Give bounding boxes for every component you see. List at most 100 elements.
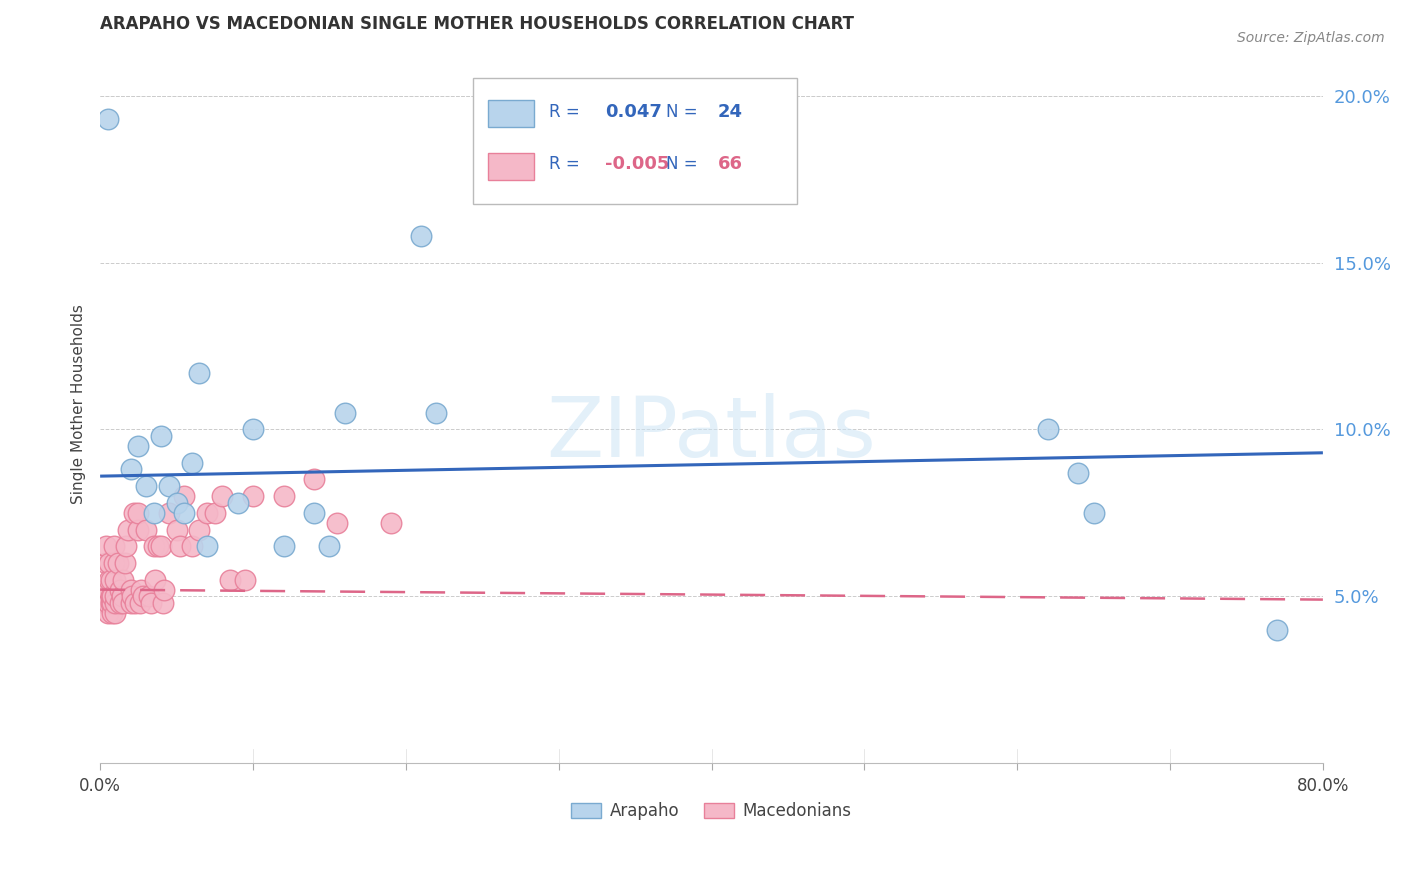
Point [127, 506, 149, 520]
Point [114, 556, 136, 570]
Point [97, 606, 120, 620]
Point [180, 456, 202, 470]
Point [242, 489, 264, 503]
Point [103, 539, 125, 553]
Point [101, 606, 124, 620]
Point [110, 589, 132, 603]
Text: R =: R = [548, 103, 585, 120]
Point [204, 506, 226, 520]
Point [96, 556, 118, 570]
Point [128, 596, 150, 610]
Point [143, 573, 166, 587]
Point [425, 406, 447, 420]
Text: Source: ZipAtlas.com: Source: ZipAtlas.com [1237, 31, 1385, 45]
Point [150, 539, 173, 553]
Point [96, 539, 118, 553]
Point [226, 496, 249, 510]
Point [273, 539, 295, 553]
Point [132, 589, 155, 603]
Point [166, 496, 188, 510]
Point [157, 506, 180, 520]
Y-axis label: Single Mother Households: Single Mother Households [72, 304, 86, 504]
Point [98, 556, 121, 570]
Point [326, 516, 349, 530]
Text: 66: 66 [717, 155, 742, 173]
Point [153, 582, 176, 597]
Point [115, 539, 138, 553]
Point [333, 406, 356, 420]
Point [117, 523, 139, 537]
Point [139, 596, 162, 610]
Point [173, 506, 195, 520]
Point [173, 489, 195, 503]
Point [108, 582, 131, 597]
Point [169, 539, 191, 553]
Point [97, 596, 120, 610]
Point [104, 606, 127, 620]
Point [98, 573, 121, 587]
FancyBboxPatch shape [488, 100, 534, 128]
Point [112, 573, 135, 587]
Point [127, 523, 149, 537]
Point [104, 573, 127, 587]
Text: R =: R = [548, 155, 585, 173]
Point [124, 596, 146, 610]
Point [108, 596, 131, 610]
Point [97, 582, 120, 597]
Text: N =: N = [666, 103, 703, 120]
Point [135, 523, 157, 537]
Point [127, 439, 149, 453]
Point [411, 228, 433, 243]
Point [122, 506, 145, 520]
Point [120, 596, 142, 610]
Point [101, 589, 124, 603]
Point [302, 473, 325, 487]
Point [93, 582, 115, 597]
Legend: Arapaho, Macedonians: Arapaho, Macedonians [565, 795, 858, 827]
Point [91, 589, 114, 603]
Point [318, 539, 340, 553]
Point [142, 506, 165, 520]
Text: ZIPatlas: ZIPatlas [547, 392, 876, 474]
Point [103, 556, 125, 570]
Text: 24: 24 [717, 103, 742, 120]
FancyBboxPatch shape [488, 153, 534, 180]
Text: N =: N = [666, 155, 703, 173]
Point [104, 589, 127, 603]
Point [120, 462, 142, 476]
Point [157, 479, 180, 493]
Point [138, 589, 160, 603]
Text: -0.005: -0.005 [605, 155, 669, 173]
Point [188, 523, 211, 537]
Point [1265, 623, 1288, 637]
Point [131, 582, 153, 597]
Point [188, 366, 211, 380]
Point [97, 112, 120, 126]
FancyBboxPatch shape [472, 78, 797, 203]
Point [107, 556, 129, 570]
Point [219, 573, 242, 587]
Point [195, 539, 218, 553]
Point [120, 582, 142, 597]
Point [233, 573, 256, 587]
Point [100, 596, 122, 610]
Point [104, 596, 127, 610]
Point [148, 539, 170, 553]
Text: 0.047: 0.047 [605, 103, 662, 120]
Point [121, 589, 143, 603]
Point [302, 506, 325, 520]
Point [135, 479, 157, 493]
Point [180, 539, 202, 553]
Point [1036, 422, 1059, 436]
Point [150, 429, 173, 443]
Point [152, 596, 174, 610]
Point [273, 489, 295, 503]
Point [100, 589, 122, 603]
Point [101, 596, 124, 610]
Point [100, 573, 122, 587]
Point [142, 539, 165, 553]
Point [93, 596, 115, 610]
Point [1067, 466, 1090, 480]
Point [242, 422, 264, 436]
Point [1083, 506, 1105, 520]
